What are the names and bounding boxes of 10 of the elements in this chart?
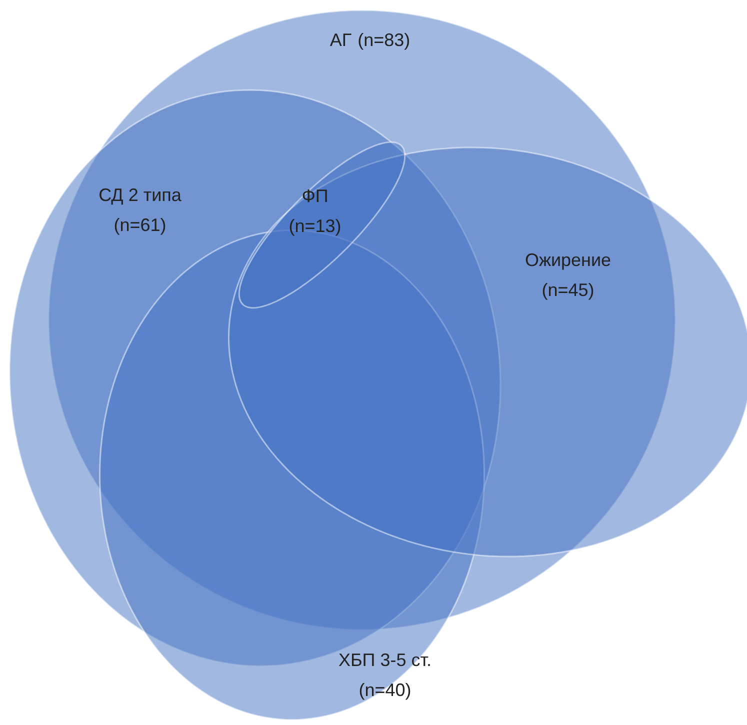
category-label: АГ <box>330 30 352 50</box>
category-label: Ожирение <box>524 250 612 270</box>
data-label: (n=40) <box>358 680 412 700</box>
category-label: ХБП 3-5 ст. <box>338 650 432 670</box>
data-label: (n=13) <box>288 216 342 236</box>
data-label: (n=83) <box>358 30 410 50</box>
category-label: ФП <box>302 186 328 206</box>
category-label: СД 2 типа <box>98 185 182 205</box>
data-label: (n=45) <box>542 280 594 300</box>
data-label: (n=61) <box>114 215 166 235</box>
